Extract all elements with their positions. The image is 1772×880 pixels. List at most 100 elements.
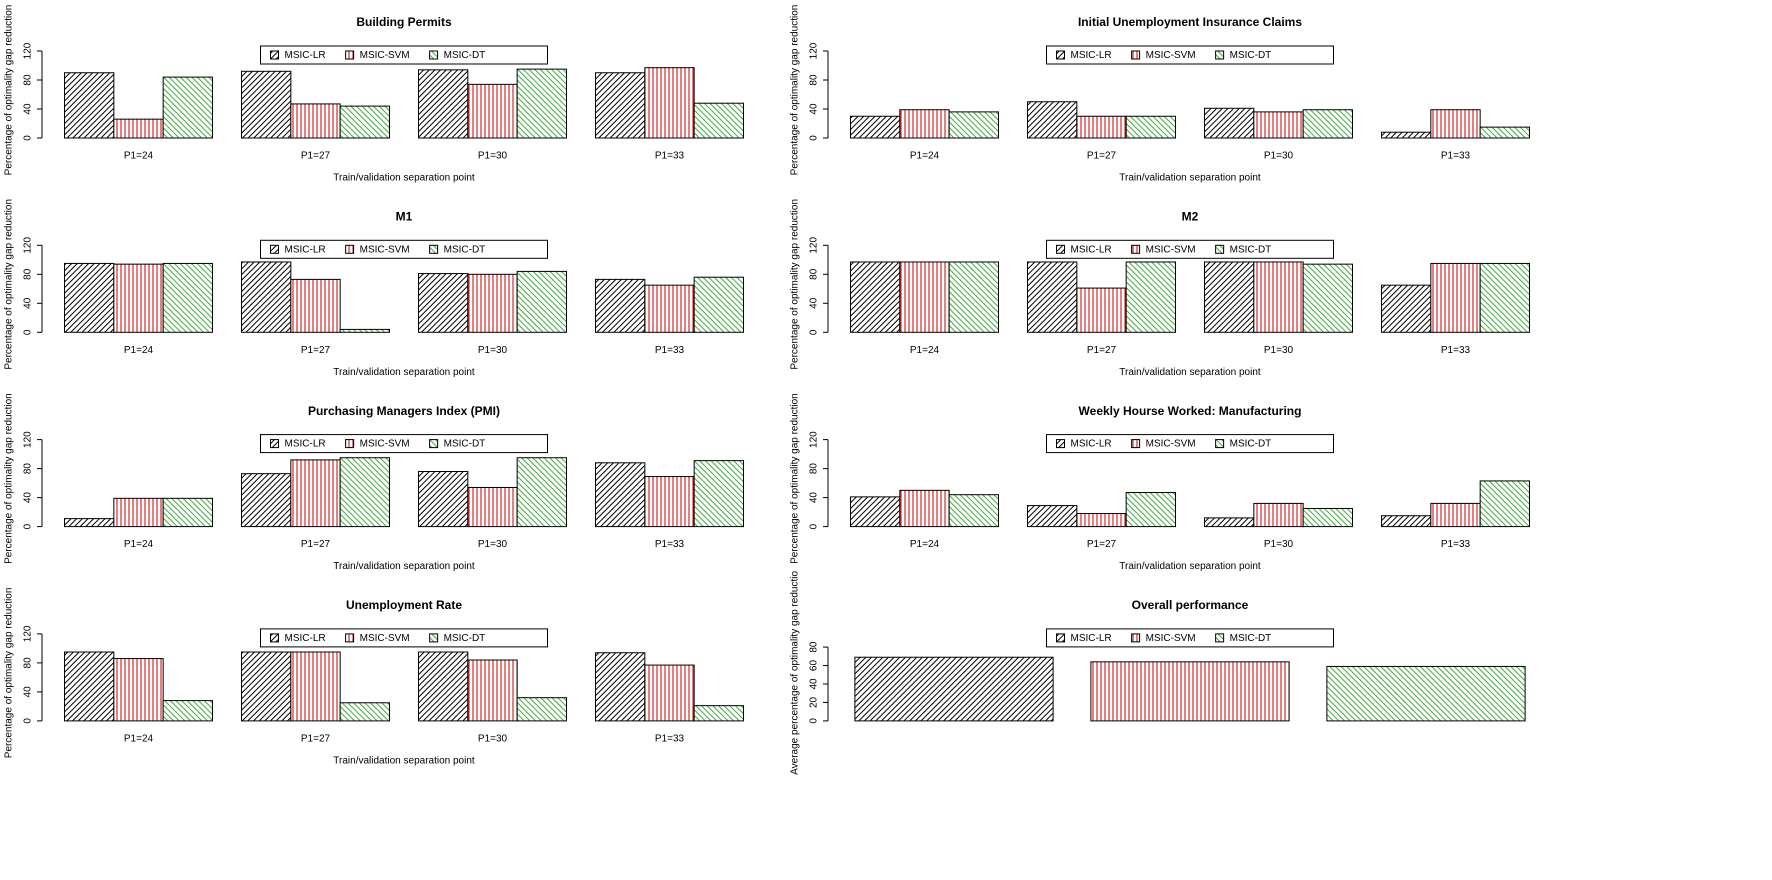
bar bbox=[644, 476, 695, 528]
x-axis-label: Train/validation separation point bbox=[333, 756, 475, 767]
bar bbox=[241, 70, 292, 139]
legend-box bbox=[260, 239, 548, 259]
bar bbox=[290, 278, 341, 333]
bar bbox=[1302, 109, 1353, 139]
bar bbox=[595, 72, 646, 139]
legend-label: MSIC-SVM bbox=[1146, 439, 1196, 450]
x-tick-label: P1=30 bbox=[478, 151, 508, 162]
bar bbox=[113, 263, 164, 333]
bar bbox=[1430, 262, 1481, 333]
bar bbox=[467, 659, 518, 722]
legend-swatch bbox=[345, 439, 355, 449]
y-axis-label: Average percentage of optimality gap red… bbox=[790, 571, 801, 775]
bar bbox=[418, 651, 469, 722]
bar bbox=[1381, 284, 1432, 333]
bar bbox=[850, 261, 901, 333]
x-tick-label: P1=24 bbox=[910, 539, 940, 550]
y-tick-label: 20 bbox=[809, 696, 820, 708]
bar bbox=[948, 494, 999, 528]
y-tick-label: 80 bbox=[809, 463, 820, 475]
panel-title: Overall performance bbox=[1132, 598, 1249, 612]
bar bbox=[64, 651, 115, 722]
bar bbox=[162, 700, 213, 722]
bar bbox=[854, 656, 1054, 722]
x-tick-label: P1=27 bbox=[301, 151, 331, 162]
y-tick-label: 120 bbox=[809, 431, 820, 448]
bar bbox=[1125, 492, 1176, 528]
y-tick-label: 0 bbox=[23, 718, 34, 724]
bar bbox=[339, 105, 390, 139]
bar bbox=[113, 118, 164, 139]
legend-box bbox=[1046, 434, 1334, 454]
legend-box bbox=[260, 628, 548, 648]
legend-swatch bbox=[429, 244, 439, 254]
bar bbox=[693, 705, 744, 722]
legend-label: MSIC-DT bbox=[1230, 244, 1272, 255]
panel-title: M2 bbox=[1182, 209, 1199, 223]
y-tick-label: 120 bbox=[809, 237, 820, 254]
bar bbox=[595, 462, 646, 528]
bar bbox=[1027, 261, 1078, 333]
bar bbox=[162, 76, 213, 139]
legend-label: MSIC-LR bbox=[1071, 244, 1112, 255]
legend-swatch bbox=[429, 633, 439, 643]
x-tick-label: P1=27 bbox=[301, 734, 331, 745]
x-tick-label: P1=27 bbox=[1087, 539, 1117, 550]
bar bbox=[241, 651, 292, 722]
legend-swatch bbox=[1215, 244, 1225, 254]
bar bbox=[64, 518, 115, 528]
y-tick-label: 120 bbox=[23, 431, 34, 448]
bar bbox=[162, 262, 213, 333]
x-tick-label: P1=27 bbox=[1087, 345, 1117, 356]
bar bbox=[241, 261, 292, 333]
x-tick-label: P1=33 bbox=[1441, 345, 1471, 356]
legend-swatch bbox=[429, 439, 439, 449]
legend-swatch bbox=[270, 439, 279, 449]
bar bbox=[899, 489, 950, 528]
panel-title: Purchasing Managers Index (PMI) bbox=[308, 404, 500, 418]
bar bbox=[1027, 101, 1078, 139]
y-tick-label: 40 bbox=[23, 686, 34, 698]
legend-label: MSIC-LR bbox=[285, 633, 326, 644]
bar bbox=[1253, 261, 1304, 333]
x-axis-label: Train/validation separation point bbox=[1119, 173, 1261, 184]
y-tick-label: 40 bbox=[809, 297, 820, 309]
y-axis-label: Percentage of optimality gap reduction bbox=[4, 5, 15, 176]
x-tick-label: P1=24 bbox=[124, 734, 154, 745]
bar bbox=[339, 702, 390, 722]
bar bbox=[418, 69, 469, 139]
legend-swatch bbox=[345, 50, 355, 60]
bar bbox=[1125, 261, 1176, 333]
bar bbox=[1204, 107, 1255, 139]
x-tick-label: P1=30 bbox=[1264, 539, 1294, 550]
panel-title: Unemployment Rate bbox=[346, 598, 462, 612]
y-tick-label: 80 bbox=[23, 268, 34, 280]
x-tick-label: P1=30 bbox=[478, 539, 508, 550]
y-tick-label: 80 bbox=[23, 657, 34, 669]
bar bbox=[1326, 665, 1526, 722]
x-axis-label: Train/validation separation point bbox=[1119, 561, 1261, 572]
legend-swatch bbox=[270, 633, 279, 643]
legend-swatch bbox=[345, 244, 355, 254]
bar bbox=[64, 72, 115, 139]
legend-label: MSIC-SVM bbox=[1146, 50, 1196, 61]
legend-label: MSIC-SVM bbox=[360, 244, 410, 255]
y-tick-label: 40 bbox=[23, 492, 34, 504]
y-tick-label: 80 bbox=[809, 641, 820, 653]
bar bbox=[1204, 261, 1255, 333]
legend-label: MSIC-SVM bbox=[1146, 633, 1196, 644]
bar bbox=[290, 651, 341, 722]
legend-swatch bbox=[270, 244, 279, 254]
y-tick-label: 80 bbox=[809, 74, 820, 86]
bar bbox=[644, 664, 695, 722]
x-axis-label: Train/validation separation point bbox=[1119, 367, 1261, 378]
x-tick-label: P1=27 bbox=[1087, 151, 1117, 162]
y-tick-label: 60 bbox=[809, 660, 820, 672]
bar bbox=[339, 457, 390, 528]
bar bbox=[899, 109, 950, 139]
bar bbox=[850, 115, 901, 139]
legend-label: MSIC-SVM bbox=[360, 633, 410, 644]
bar bbox=[1381, 515, 1432, 528]
bar bbox=[467, 83, 518, 139]
y-tick-label: 120 bbox=[23, 42, 34, 59]
